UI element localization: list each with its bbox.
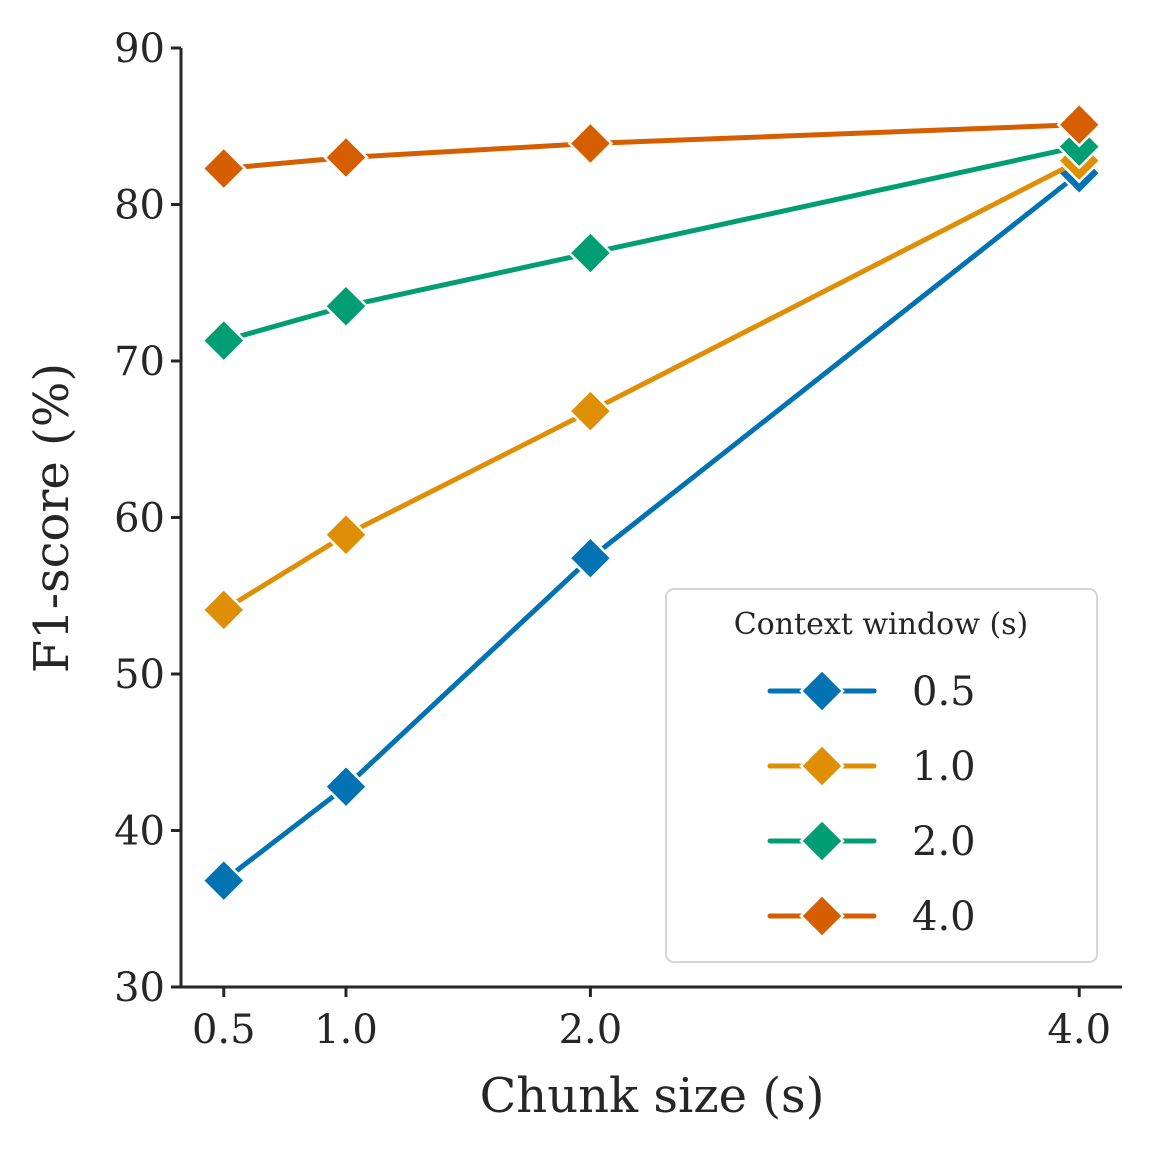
legend-label: 4.0 bbox=[912, 894, 976, 940]
y-tick-label: 70 bbox=[114, 339, 165, 385]
y-tick-label: 60 bbox=[114, 496, 165, 542]
legend-marker bbox=[799, 743, 845, 789]
data-point bbox=[567, 120, 614, 167]
x-tick-label: 1.0 bbox=[314, 1007, 378, 1053]
legend-item: 4.0 bbox=[767, 893, 976, 940]
legend-label: 0.5 bbox=[912, 669, 976, 715]
data-point bbox=[323, 763, 369, 810]
x-tick-label: 0.5 bbox=[192, 1007, 256, 1053]
legend-marker bbox=[799, 893, 845, 939]
data-point bbox=[323, 511, 369, 558]
legend-box bbox=[665, 588, 1098, 963]
legend: Context window (s) 0.5 1.0 2.0 4.0 bbox=[665, 588, 1098, 963]
legend-item: 2.0 bbox=[767, 818, 976, 865]
y-tick-label: 80 bbox=[114, 183, 165, 229]
data-point bbox=[201, 857, 247, 904]
legend-marker bbox=[799, 818, 845, 864]
y-axis-label: F1-score (%) bbox=[24, 363, 80, 673]
legend-item: 0.5 bbox=[767, 668, 976, 715]
x-axis-ticks: 0.5 1.0 2.0 4.0 bbox=[192, 987, 1111, 1053]
y-tick-label: 30 bbox=[114, 965, 165, 1011]
data-point bbox=[201, 145, 247, 192]
legend-item: 1.0 bbox=[767, 743, 976, 790]
data-point bbox=[201, 587, 247, 633]
data-point bbox=[201, 317, 247, 364]
data-point bbox=[567, 535, 614, 581]
series-4.0 bbox=[201, 101, 1102, 192]
y-tick-label: 40 bbox=[114, 809, 165, 855]
legend-items: 0.5 1.0 2.0 4.0 bbox=[767, 668, 976, 940]
data-point bbox=[323, 283, 369, 329]
data-point bbox=[1056, 101, 1102, 148]
x-axis-label: Chunk size (s) bbox=[480, 1068, 825, 1124]
y-tick-label: 90 bbox=[114, 26, 165, 72]
data-point bbox=[323, 134, 369, 181]
x-tick-label: 4.0 bbox=[1047, 1007, 1111, 1053]
series-1.0 bbox=[201, 137, 1102, 633]
legend-label: 2.0 bbox=[912, 819, 976, 865]
data-point bbox=[567, 230, 614, 276]
y-axis-ticks: 30 40 50 60 70 80 90 bbox=[114, 26, 181, 1011]
x-tick-label: 2.0 bbox=[559, 1007, 623, 1053]
plot-marks bbox=[201, 101, 1102, 904]
legend-title: Context window (s) bbox=[734, 607, 1029, 642]
legend-marker bbox=[799, 668, 845, 714]
series-line bbox=[221, 158, 1082, 613]
data-point bbox=[567, 388, 614, 434]
legend-label: 1.0 bbox=[912, 744, 976, 790]
series-line bbox=[221, 122, 1082, 172]
series-line bbox=[221, 170, 1082, 884]
series-line bbox=[221, 144, 1082, 344]
y-tick-label: 50 bbox=[114, 652, 165, 698]
